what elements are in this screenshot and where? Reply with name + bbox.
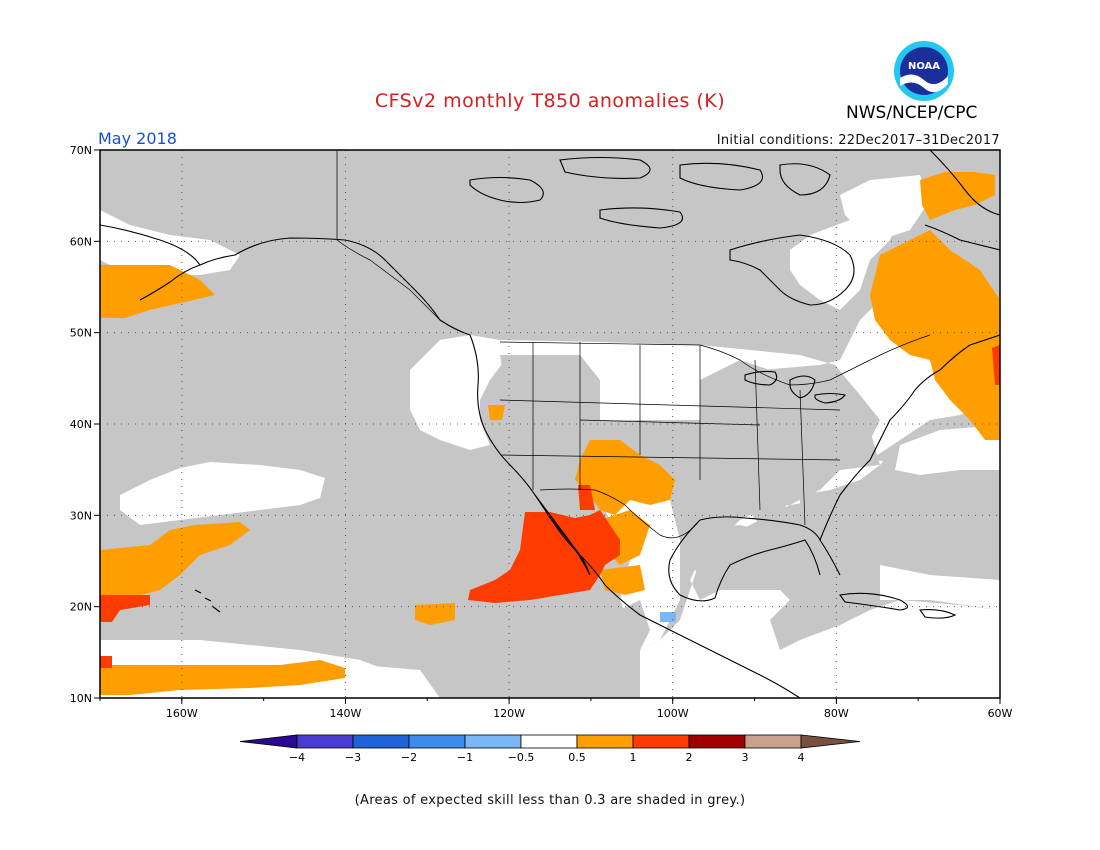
map-title: CFSv2 monthly T850 anomalies (K) [374, 90, 726, 112]
colorbar-label: 0.5 [568, 751, 586, 764]
borders [336, 150, 931, 539]
lat-label: 60N [70, 235, 92, 248]
lat-label: 20N [70, 601, 92, 614]
agency-label: NWS/NCEP/CPC [846, 103, 978, 123]
colorbar-swatch [576, 734, 634, 749]
initial-conditions: Initial conditions: 22Dec2017–31Dec2017 [716, 133, 1000, 148]
colorbar-swatch [688, 734, 746, 749]
colorbar-label: 4 [798, 751, 805, 764]
latitude-labels: 70N 60N 50N 40N 30N 20N 10N [70, 144, 92, 705]
colorbar-min-arrow [239, 734, 298, 749]
skill-footnote: (Areas of expected skill less than 0.3 a… [354, 793, 746, 808]
longitude-labels: 160W 140W 120W 100W 80W 60W [166, 707, 1013, 720]
lat-label: 50N [70, 327, 92, 340]
lon-label: 120W [493, 707, 525, 720]
lon-label: 160W [166, 707, 198, 720]
lon-label: 80W [824, 707, 849, 720]
noaa-logo-icon: NOAA [894, 41, 954, 101]
colorbar-swatch [744, 734, 802, 749]
colorbar-label: −1 [457, 751, 473, 764]
colorbar-label: 2 [686, 751, 693, 764]
colorbar-swatch [464, 734, 522, 749]
lat-lon-grid [100, 150, 1000, 698]
colorbar-swatch [520, 734, 578, 749]
colorbar [239, 734, 861, 749]
colorbar-label: −3 [345, 751, 361, 764]
colorbar-label: 3 [742, 751, 749, 764]
cool-anomaly-patch [660, 612, 676, 622]
colorbar-label: 1 [630, 751, 637, 764]
lon-label: 140W [330, 707, 362, 720]
colorbar-swatch [352, 734, 410, 749]
lon-label: 60W [988, 707, 1013, 720]
lon-label: 100W [657, 707, 689, 720]
colorbar-max-arrow [800, 734, 861, 749]
warm-anomaly-0.5-1 [100, 172, 1000, 695]
lat-label: 70N [70, 144, 92, 157]
colorbar-swatch [408, 734, 466, 749]
colorbar-label: −4 [289, 751, 305, 764]
warm-anomaly-1-2 [100, 345, 1000, 668]
forecast-month: May 2018 [98, 129, 177, 148]
colorbar-label: −2 [401, 751, 417, 764]
colorbar-swatch [296, 734, 354, 749]
axis-ticks [94, 149, 1001, 704]
lat-label: 40N [70, 418, 92, 431]
lat-label: 30N [70, 509, 92, 522]
neutral-regions [100, 175, 1000, 698]
colorbar-labels: −4 −3 −2 −1 −0.5 0.5 1 2 3 4 [289, 751, 805, 764]
colorbar-label: −0.5 [508, 751, 535, 764]
coastlines [100, 150, 1000, 698]
colorbar-swatch [632, 734, 690, 749]
lat-label: 10N [70, 692, 92, 705]
logo-text: NOAA [908, 61, 940, 72]
